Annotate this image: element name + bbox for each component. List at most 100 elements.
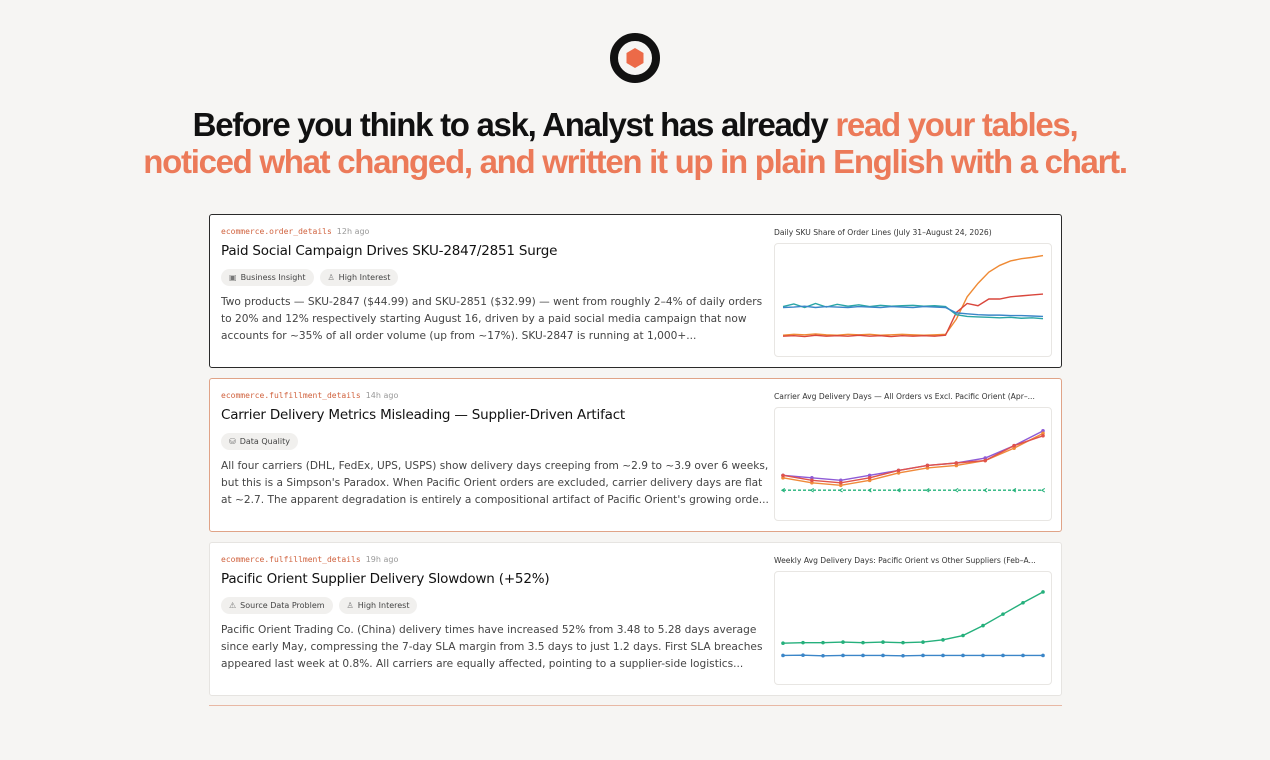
- point-marker: [954, 463, 959, 468]
- chart: [780, 429, 1046, 493]
- card-title: Pacific Orient Supplier Delivery Slowdow…: [221, 571, 550, 587]
- point-marker: [921, 640, 925, 644]
- point-marker: [838, 483, 843, 488]
- card-summary: Two products — SKU-2847 ($44.99) and SKU…: [221, 296, 763, 343]
- tag-list: ⚠ Source Data Problem ♙ High Interest: [221, 597, 418, 614]
- point-marker: [925, 466, 930, 470]
- point-marker: [925, 487, 930, 493]
- point-marker: [1041, 653, 1045, 658]
- insight-list: ecommerce.order_details 12h ago Paid Socia…: [209, 214, 1062, 706]
- point-marker: [941, 638, 945, 642]
- tag: ▣ Business Insight: [221, 269, 314, 286]
- source-name: ecommerce.fulfillment_details: [221, 391, 361, 400]
- chart-box: [774, 243, 1052, 357]
- point-marker: [801, 653, 805, 657]
- series-line: [782, 430, 1044, 482]
- point-marker: [954, 461, 959, 465]
- point-marker: [867, 473, 872, 478]
- point-marker: [1001, 612, 1005, 616]
- point-marker: [867, 476, 872, 480]
- point-marker: [810, 480, 814, 485]
- point-marker: [810, 478, 814, 483]
- point-marker: [1012, 443, 1016, 448]
- point-marker: [867, 478, 872, 483]
- series-line: [782, 254, 1044, 336]
- point-marker: [1012, 446, 1016, 450]
- tag-list: ⛁ Data Quality: [221, 433, 298, 450]
- point-marker: [1041, 590, 1045, 594]
- point-marker: [1011, 487, 1017, 493]
- insight-card[interactable]: ecommerce.order_details 12h ago Paid Socia…: [209, 214, 1062, 368]
- tag-label: Business Insight: [240, 273, 306, 282]
- point-marker: [983, 487, 988, 493]
- point-marker: [867, 487, 872, 493]
- point-marker: [1040, 487, 1046, 493]
- point-marker: [901, 640, 905, 645]
- point-marker: [983, 456, 988, 460]
- series-line: [782, 432, 1044, 486]
- point-marker: [941, 653, 945, 658]
- point-marker: [781, 473, 785, 478]
- insight-card[interactable]: ecommerce.fulfillment_details 14h ago Carr…: [209, 378, 1062, 532]
- chart-box: [774, 571, 1052, 685]
- point-marker: [983, 458, 988, 463]
- point-marker: [961, 633, 965, 638]
- tag-label: High Interest: [338, 273, 391, 282]
- tag: ♙ High Interest: [319, 269, 399, 286]
- tag-label: Source Data Problem: [240, 601, 325, 610]
- logo[interactable]: [608, 31, 662, 85]
- point-marker: [954, 487, 959, 493]
- point-marker: [861, 640, 865, 645]
- headline-lead: Before you think to ask, Analyst has alr…: [192, 106, 829, 143]
- point-marker: [801, 640, 805, 645]
- timestamp: 12h ago: [336, 227, 370, 236]
- point-marker: [810, 476, 814, 480]
- card-title: Carrier Delivery Metrics Misleading — Su…: [221, 407, 626, 423]
- card-summary: Pacific Orient Trading Co. (China) deliv…: [221, 624, 763, 671]
- point-marker: [821, 640, 825, 645]
- point-marker: [1041, 429, 1045, 433]
- series-line: [782, 305, 1044, 318]
- tag-icon: ⚠: [229, 601, 237, 610]
- insight-card[interactable]: ecommerce.fulfillment_details 19h ago Paci…: [209, 542, 1062, 696]
- tag-icon: ♙: [327, 273, 335, 282]
- point-marker: [1001, 653, 1005, 658]
- point-marker: [838, 480, 843, 485]
- timestamp: 19h ago: [365, 555, 399, 564]
- point-marker: [896, 471, 901, 475]
- point-marker: [781, 641, 785, 646]
- card-summary: All four carriers (DHL, FedEx, UPS, USPS…: [221, 460, 769, 507]
- point-marker: [1041, 431, 1045, 436]
- tag-icon: ♙: [346, 601, 354, 610]
- chart-title: Daily SKU Share of Order Lines (July 31–…: [774, 228, 992, 237]
- point-marker: [881, 653, 885, 658]
- tag-label: High Interest: [357, 601, 410, 610]
- series-line: [782, 435, 1044, 484]
- headline-highlight: read your tables, noticed what changed, …: [143, 106, 1128, 180]
- point-marker: [841, 640, 845, 644]
- point-marker: [841, 653, 845, 658]
- series-line: [782, 654, 1043, 657]
- point-marker: [809, 487, 814, 493]
- tag: ♙ High Interest: [338, 597, 418, 614]
- card-title: Paid Social Campaign Drives SKU-2847/285…: [221, 243, 558, 259]
- point-marker: [1041, 433, 1045, 438]
- source-table: ecommerce.fulfillment_details 14h ago: [221, 391, 398, 400]
- logo-hexagon: [626, 48, 644, 68]
- tag: ⛁ Data Quality: [221, 433, 298, 450]
- source-table: ecommerce.order_details 12h ago: [221, 227, 369, 236]
- chart-box: [774, 407, 1052, 521]
- series-line: [782, 591, 1044, 644]
- point-marker: [838, 478, 843, 483]
- tag-label: Data Quality: [239, 437, 290, 446]
- logo-ring: [610, 33, 660, 83]
- point-marker: [861, 653, 865, 658]
- series-line: [782, 302, 1044, 320]
- chart-title: Weekly Avg Delivery Days: Pacific Orient…: [774, 556, 1036, 565]
- source-table: ecommerce.fulfillment_details 19h ago: [221, 555, 398, 564]
- point-marker: [896, 487, 901, 493]
- point-marker: [896, 468, 901, 473]
- source-name: ecommerce.order_details: [221, 227, 332, 236]
